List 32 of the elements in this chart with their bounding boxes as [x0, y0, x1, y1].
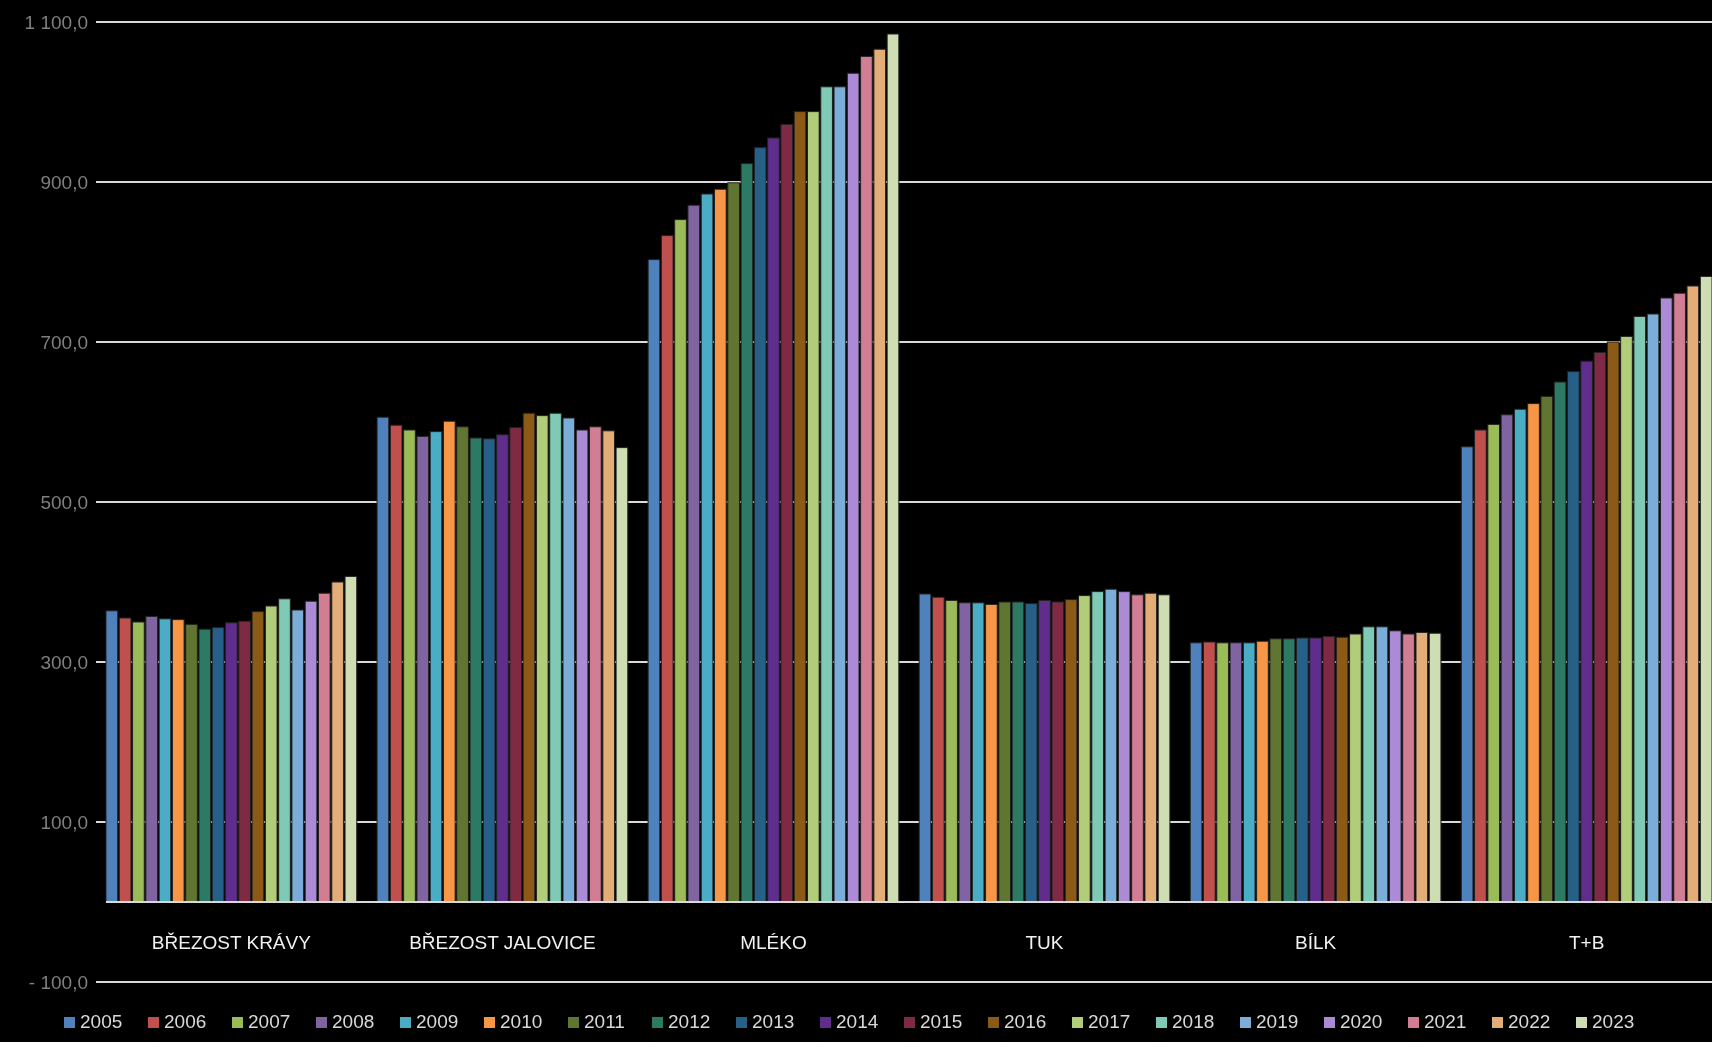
- legend-label: 2022: [1508, 1011, 1551, 1032]
- x-tick-label: BŘEZOST JALOVICE: [409, 931, 596, 953]
- x-tick-label: BŘEZOST KRÁVY: [151, 931, 312, 953]
- y-tick-label: 500,0: [40, 491, 88, 513]
- y-tick-label: 1 100,0: [24, 11, 88, 33]
- legend-label: 2005: [80, 1011, 123, 1032]
- legend-label: 2019: [1256, 1011, 1299, 1032]
- y-tick-label: 700,0: [40, 331, 88, 353]
- legend-label: 2009: [416, 1011, 459, 1032]
- legend-label: 2021: [1424, 1011, 1467, 1032]
- x-tick-label: MLÉKO: [740, 931, 807, 953]
- legend-label: 2006: [164, 1011, 207, 1032]
- y-tick-label: - 100,0: [28, 971, 88, 993]
- y-tick-label: 300,0: [40, 651, 88, 673]
- y-tick-label: 100,0: [40, 811, 88, 833]
- legend-label: 2008: [332, 1011, 375, 1032]
- legend-label: 2010: [500, 1011, 543, 1032]
- legend-label: 2014: [836, 1011, 879, 1032]
- x-tick-label: TUK: [1025, 931, 1064, 953]
- x-tick-label: T+B: [1568, 931, 1605, 953]
- legend-label: 2007: [248, 1011, 291, 1032]
- legend-label: 2012: [668, 1011, 711, 1032]
- y-tick-label: 900,0: [40, 171, 88, 193]
- legend-label: 2011: [584, 1011, 625, 1032]
- legend-label: 2023: [1592, 1011, 1635, 1032]
- legend-label: 2018: [1172, 1011, 1215, 1032]
- legend-label: 2017: [1088, 1011, 1131, 1032]
- legend-label: 2013: [752, 1011, 795, 1032]
- x-tick-label: BÍLK: [1294, 931, 1337, 953]
- legend-label: 2020: [1340, 1011, 1383, 1032]
- legend-label: 2016: [1004, 1011, 1047, 1032]
- legend-label: 2015: [920, 1011, 963, 1032]
